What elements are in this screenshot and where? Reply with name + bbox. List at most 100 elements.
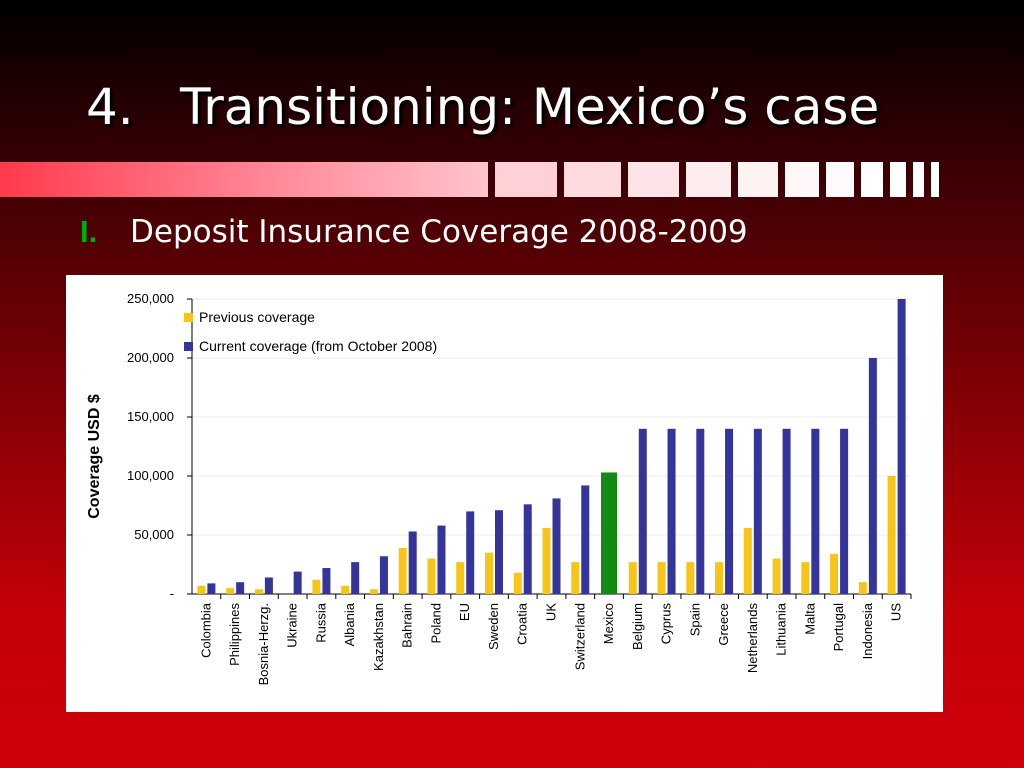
y-axis-title: Coverage USD $ xyxy=(86,394,103,519)
bar-previous xyxy=(427,558,436,594)
bar-previous xyxy=(858,582,867,594)
bar-current xyxy=(552,498,561,594)
bar-previous xyxy=(484,552,493,594)
bar-previous xyxy=(801,562,810,594)
x-tick-label: Switzerland xyxy=(572,603,587,670)
bar-current xyxy=(667,428,676,594)
y-tick-label: 50,000 xyxy=(134,527,174,542)
bar-previous xyxy=(715,562,724,594)
stripe-block xyxy=(826,162,854,197)
stripe-block xyxy=(890,162,906,197)
x-tick-label: UK xyxy=(544,603,559,621)
chart-panel: - 50,000 100,000 150,000 200,000 250,000 Cover… xyxy=(66,275,943,712)
slide-title: 4. Transitioning: Mexico’s case xyxy=(86,78,879,136)
x-tick-label: Russia xyxy=(313,602,328,643)
bar-current xyxy=(408,531,417,594)
subtitle-marker: I. xyxy=(80,214,98,249)
bar-current xyxy=(322,568,331,594)
stripe-block xyxy=(931,162,939,197)
stripe-block xyxy=(628,162,679,197)
stripe-gradient-bar xyxy=(0,162,488,197)
bar-previous xyxy=(542,527,551,594)
stripe-block xyxy=(913,162,924,197)
x-tick-label: Portugal xyxy=(831,603,846,652)
bar-previous xyxy=(369,589,378,594)
bar-current xyxy=(897,299,906,594)
bar-previous xyxy=(226,588,235,594)
x-tick-label: Croatia xyxy=(515,602,530,645)
bar-previous xyxy=(254,589,263,594)
x-tick-label: US xyxy=(889,603,904,621)
bar-previous xyxy=(398,547,407,594)
bar-current xyxy=(782,428,791,594)
legend-label: Previous coverage xyxy=(199,309,315,325)
bar-current xyxy=(638,428,647,594)
bar-previous xyxy=(657,562,666,594)
y-tick-label: 200,000 xyxy=(127,350,174,365)
x-tick-label: Colombia xyxy=(198,602,213,658)
bar-current xyxy=(840,428,849,594)
y-tick-label: 250,000 xyxy=(127,291,174,306)
x-tick-label: Spain xyxy=(687,603,702,636)
bar-highlight xyxy=(601,472,618,594)
stripe-block xyxy=(686,162,731,197)
x-tick-label: Belgium xyxy=(630,603,645,650)
bar-current xyxy=(236,582,245,594)
bar-previous xyxy=(743,527,752,594)
bar-current xyxy=(725,428,734,594)
bar-current xyxy=(523,504,532,594)
bar-previous xyxy=(513,572,522,594)
legend-label: Current coverage (from October 2008) xyxy=(199,338,437,354)
bar-current xyxy=(811,428,820,594)
bar-previous xyxy=(312,579,321,594)
bar-current xyxy=(466,511,475,594)
x-tick-label: Greece xyxy=(716,603,731,646)
bar-current xyxy=(494,510,503,594)
bar-previous xyxy=(830,553,839,594)
x-tick-label: EU xyxy=(457,603,472,621)
stripe-block xyxy=(785,162,819,197)
bar-previous xyxy=(772,558,781,594)
x-tick-label: Kazakhstan xyxy=(371,603,386,671)
x-tick-label: Bosnia-Herzg. xyxy=(256,603,271,685)
bar-previous xyxy=(628,562,637,594)
bar-previous xyxy=(341,585,350,594)
slide-title-text: Transitioning: Mexico’s case xyxy=(180,78,880,136)
x-tick-label: Sweden xyxy=(486,603,501,650)
x-tick-label: Netherlands xyxy=(745,603,760,674)
legend-swatch xyxy=(184,342,193,351)
x-tick-label: Mexico xyxy=(601,603,616,644)
x-tick-label: Philippines xyxy=(227,603,242,666)
y-tick-label: 150,000 xyxy=(127,409,174,424)
stripe-block xyxy=(564,162,621,197)
bar-current xyxy=(379,556,388,594)
x-tick-label: Ukraine xyxy=(285,603,300,648)
bar-current xyxy=(207,583,216,594)
stripe-block xyxy=(495,162,557,197)
bar-previous xyxy=(686,562,695,594)
x-tick-label: Malta xyxy=(802,602,817,635)
bar-current xyxy=(753,428,762,594)
bar-current xyxy=(581,485,590,594)
bar-current xyxy=(437,525,446,594)
bar-current xyxy=(293,571,302,594)
bar-previous xyxy=(571,562,580,594)
slide-subtitle: I. Deposit Insurance Coverage 2008-2009 xyxy=(80,214,748,250)
y-tick-label: 100,000 xyxy=(127,468,174,483)
x-tick-label: Cyprus xyxy=(659,603,674,645)
bar-current xyxy=(264,577,273,594)
bar-previous xyxy=(197,585,206,594)
y-tick-label: - xyxy=(170,586,174,601)
bar-current xyxy=(351,562,360,594)
coverage-bar-chart: - 50,000 100,000 150,000 200,000 250,000 Cover… xyxy=(86,291,912,685)
bar-previous xyxy=(456,562,465,594)
x-tick-label: Albania xyxy=(342,602,357,646)
x-tick-label: Poland xyxy=(428,603,443,643)
x-tick-label: Bahrain xyxy=(400,603,415,648)
stripe-block xyxy=(861,162,883,197)
x-tick-label: Lithuania xyxy=(774,602,789,656)
bar-current xyxy=(696,428,705,594)
legend-swatch xyxy=(184,313,193,322)
bar-current xyxy=(868,358,877,594)
stripe-block xyxy=(738,162,778,197)
